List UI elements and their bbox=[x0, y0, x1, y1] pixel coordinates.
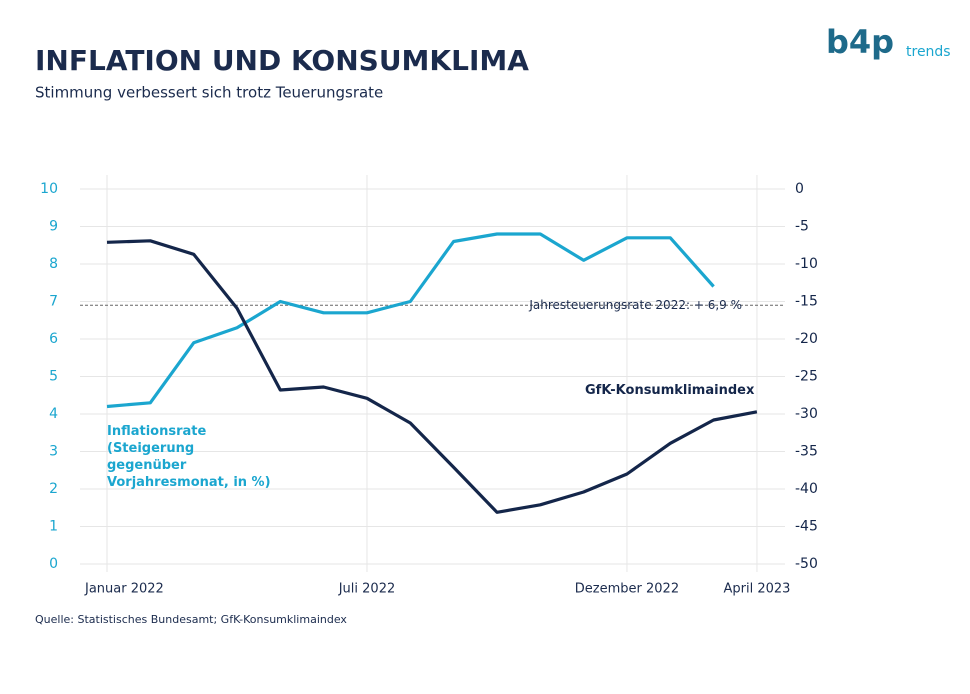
y-tick-label: 10 bbox=[40, 181, 58, 197]
y-tick-label: 2 bbox=[49, 481, 58, 497]
chart-title: INFLATION UND KONSUMKLIMA bbox=[35, 44, 529, 77]
y2-tick-label: -35 bbox=[795, 444, 818, 460]
y-tick-label: 0 bbox=[49, 556, 58, 572]
y-tick-label: 4 bbox=[49, 406, 58, 422]
y2-tick-label: -40 bbox=[795, 481, 818, 497]
y-tick-label: 9 bbox=[49, 219, 58, 235]
series-label: Inflationsrate (Steigerung gegenüber Vor… bbox=[107, 424, 271, 490]
source: Quelle: Statistisches Bundesamt; GfK-Kon… bbox=[35, 613, 347, 626]
y-tick-label: 7 bbox=[49, 294, 58, 310]
line bbox=[106, 239, 758, 514]
y-tick-label: 8 bbox=[49, 256, 58, 272]
y2-tick-label: -20 bbox=[795, 331, 818, 347]
logo: b4p bbox=[826, 23, 894, 61]
x-tick-label: Juli 2022 bbox=[338, 582, 396, 597]
y2-tick-label: -15 bbox=[795, 294, 818, 310]
y2-tick-label: -25 bbox=[795, 369, 818, 385]
y-tick-label: 1 bbox=[49, 519, 58, 535]
y2-tick-label: -45 bbox=[795, 519, 818, 535]
chart-subtitle: Stimmung verbessert sich trotz Teuerungs… bbox=[35, 84, 383, 102]
y2-tick-label: -5 bbox=[795, 219, 809, 235]
y2-tick-label: -50 bbox=[795, 556, 818, 572]
x-tick-label: Januar 2022 bbox=[84, 582, 164, 597]
y2-tick-label: 0 bbox=[795, 181, 804, 197]
line bbox=[106, 232, 715, 409]
logo-sub: trends bbox=[906, 44, 951, 60]
y2-tick-label: -10 bbox=[795, 256, 818, 272]
y-tick-label: 6 bbox=[49, 331, 58, 347]
x-tick-label: Dezember 2022 bbox=[575, 582, 679, 597]
y2-tick-label: -30 bbox=[795, 406, 818, 422]
y-tick-label: 5 bbox=[49, 369, 58, 385]
reference-label: Jahresteuerungsrate 2022: + 6,9 % bbox=[528, 298, 742, 312]
x-tick-label: April 2023 bbox=[723, 582, 790, 597]
series-label: GfK-Konsumklimaindex bbox=[585, 383, 755, 398]
y-tick-label: 3 bbox=[49, 444, 58, 460]
